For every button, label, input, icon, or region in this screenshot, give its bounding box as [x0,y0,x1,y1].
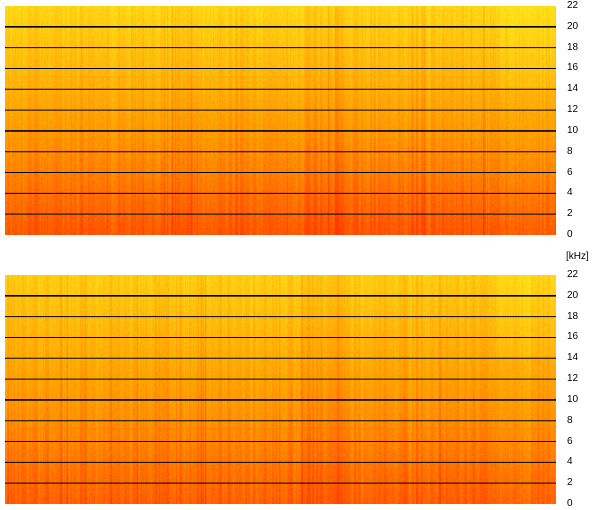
y-tick-label: 20 [567,289,579,301]
spectrogram-bottom [5,275,556,504]
y-tick-label: 14 [567,352,579,364]
y-tick-label: 18 [567,41,579,53]
y-tick-label: 8 [567,145,573,157]
y-tick-label: 6 [567,166,573,178]
y-tick-label: 22 [567,269,579,280]
y-tick-label: 12 [567,104,579,116]
spectrogram-bottom-canvas [5,275,556,504]
y-axis-top: 22 20 18 16 14 12 10 8 6 4 2 0 [556,0,593,240]
y-tick-label: 16 [567,62,579,74]
spectrogram-top-grid [5,26,556,215]
unit-label: [kHz] [566,251,589,262]
y-tick-label: 2 [567,208,573,220]
y-tick-label: 4 [567,456,573,468]
y-tick-label: 10 [567,124,579,136]
y-tick-label: 4 [567,187,573,199]
y-tick-label: 0 [567,229,573,240]
y-tick-label: 20 [567,20,579,32]
spectrogram-bottom-grid [5,295,556,484]
y-tick-label: 6 [567,435,573,447]
y-tick-label: 18 [567,310,579,322]
y-tick-label: 10 [567,393,579,405]
y-axis-bottom: 22 20 18 16 14 12 10 8 6 4 2 0 [556,269,593,509]
y-tick-label: 12 [567,373,579,385]
y-tick-label: 16 [567,331,579,343]
spectrogram-top-canvas [5,6,556,235]
y-tick-label: 2 [567,477,573,489]
spectrogram-top [5,6,556,235]
y-tick-label: 14 [567,83,579,95]
y-tick-label: 0 [567,498,573,509]
y-tick-label: 22 [567,0,579,11]
y-tick-label: 8 [567,414,573,426]
